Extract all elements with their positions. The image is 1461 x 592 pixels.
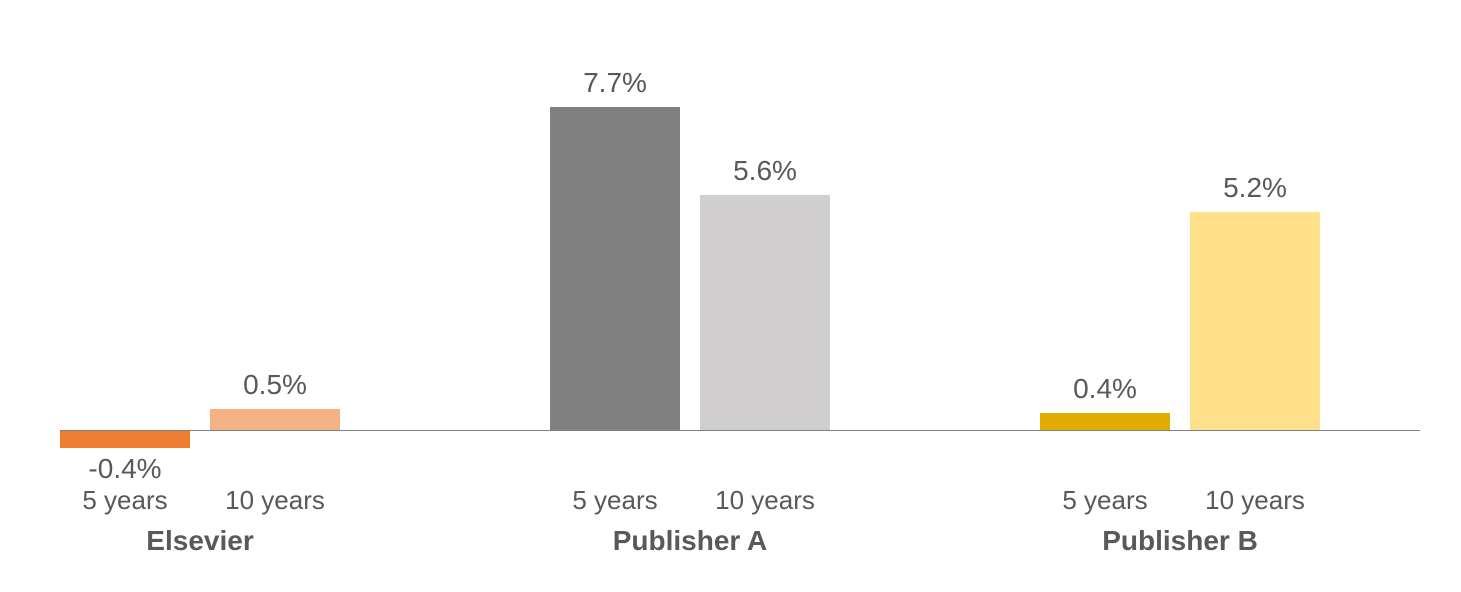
- value-label: 0.5%: [243, 369, 307, 401]
- baseline: [60, 430, 1420, 431]
- period-label: 10 years: [1205, 485, 1305, 516]
- period-label: 5 years: [82, 485, 167, 516]
- group-label: Publisher A: [613, 525, 768, 557]
- group-label: Elsevier: [146, 525, 253, 557]
- value-label: -0.4%: [88, 453, 161, 485]
- bar: [700, 195, 830, 430]
- period-label: 10 years: [715, 485, 815, 516]
- bar: [60, 431, 190, 448]
- value-label: 0.4%: [1073, 373, 1137, 405]
- value-label: 7.7%: [583, 67, 647, 99]
- bar: [550, 107, 680, 430]
- period-label: 10 years: [225, 485, 325, 516]
- plot-area: -0.4%0.5%7.7%5.6%0.4%5.2%8.6%6.0%: [60, 20, 1420, 450]
- period-label: 5 years: [572, 485, 657, 516]
- bar: [1190, 212, 1320, 430]
- value-label: 5.2%: [1223, 172, 1287, 204]
- group-label: Publisher B: [1102, 525, 1258, 557]
- period-label: 5 years: [1062, 485, 1147, 516]
- bar: [210, 409, 340, 430]
- bar: [1040, 413, 1170, 430]
- value-label: 5.6%: [733, 155, 797, 187]
- chart-container: -0.4%0.5%7.7%5.6%0.4%5.2%8.6%6.0% 5 year…: [60, 20, 1420, 570]
